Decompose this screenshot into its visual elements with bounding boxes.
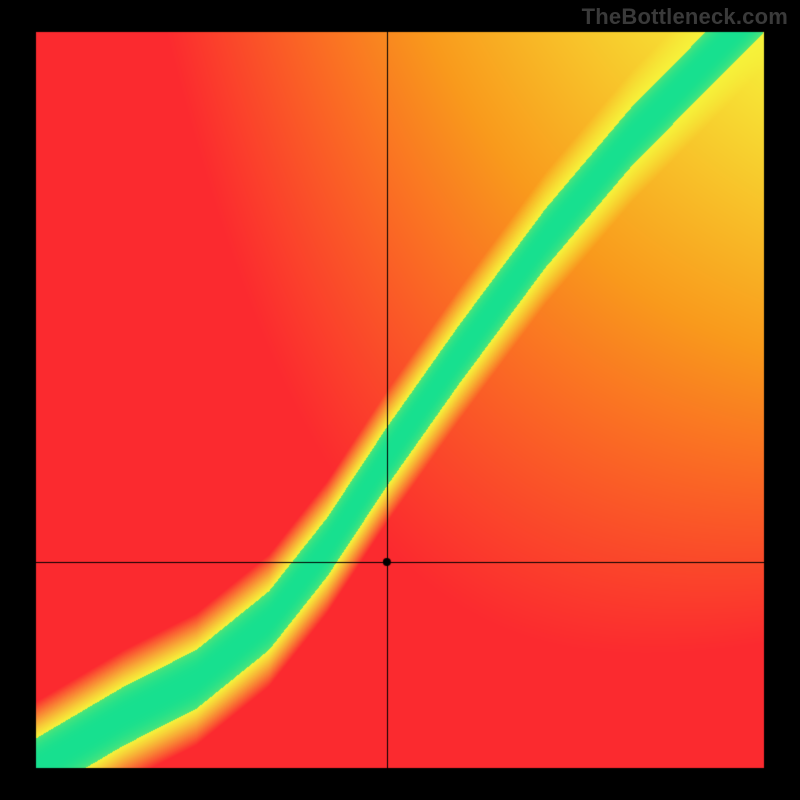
bottleneck-heatmap-canvas [0, 0, 800, 800]
chart-container: { "canvas": { "width": 800, "height": 80… [0, 0, 800, 800]
watermark-text: TheBottleneck.com [582, 4, 788, 30]
